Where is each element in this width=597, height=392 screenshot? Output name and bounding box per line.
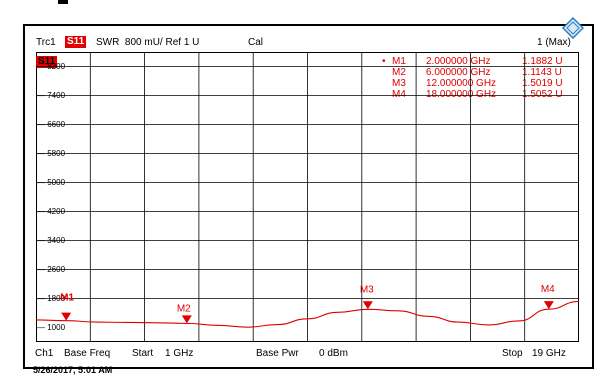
- marker-table-value: 1.1143 U: [522, 67, 562, 78]
- marker-m3-label: M3: [360, 284, 374, 295]
- trace-label[interactable]: Trc1: [36, 37, 56, 48]
- marker-table-name: M3: [392, 78, 406, 89]
- marker-table-value: 1.5052 U: [522, 89, 563, 100]
- marker-table-name: M2: [392, 67, 406, 78]
- start-value: 1 GHz: [165, 348, 194, 359]
- marker-m2-triangle[interactable]: [181, 315, 192, 324]
- trace-format[interactable]: SWR 800 mU/ Ref 1 U: [96, 37, 199, 48]
- logo-icon: [562, 17, 584, 39]
- y-tick-label: — 2600: [37, 264, 66, 274]
- format-label: SWR: [96, 37, 120, 48]
- y-tick-label: — 8200: [37, 61, 66, 71]
- marker-m4-label: M4: [541, 284, 555, 295]
- marker-m1-triangle[interactable]: [61, 312, 72, 321]
- base-pwr-label: Base Pwr: [256, 348, 299, 359]
- scale-label: 800 mU/: [124, 37, 163, 48]
- marker-m2-label: M2: [177, 303, 191, 314]
- y-tick-label: — 7400: [37, 90, 66, 100]
- top-mark: [58, 0, 68, 4]
- analyzer-screen: [23, 24, 594, 369]
- marker-table-freq: 6.000000 GHz: [426, 67, 491, 78]
- trace-s11-line: [35, 300, 580, 328]
- y-tick-label: — 1800: [37, 293, 66, 303]
- top-strip: [0, 0, 597, 8]
- trace-max-label: 1 (Max): [537, 37, 571, 48]
- marker-table-value: 1.5019 U: [522, 78, 563, 89]
- y-tick-label: — 4200: [37, 206, 66, 216]
- stop-label: Stop: [502, 348, 523, 359]
- y-tick-label: — 1000: [37, 322, 66, 332]
- start-label: Start: [132, 348, 154, 359]
- marker-table-freq: 18.000000 GHz: [426, 89, 497, 100]
- base-freq-label: Base Freq: [64, 348, 111, 359]
- marker-table-freq: 12.000000 GHz: [426, 78, 497, 89]
- channel-label: Ch1: [35, 348, 54, 359]
- stop-value: 19 GHz: [532, 348, 566, 359]
- marker-m1-label: M1: [60, 293, 74, 304]
- y-tick-label: — 6600: [37, 119, 66, 129]
- y-tick-label: — 5000: [37, 177, 66, 187]
- cal-label: Cal: [248, 37, 264, 48]
- marker-m4-triangle[interactable]: [543, 301, 554, 310]
- marker-table-value: 1.1882 U: [522, 56, 563, 67]
- marker-table-freq: 2.000000 GHz: [426, 56, 491, 67]
- y-tick-label: — 3400: [37, 235, 66, 245]
- marker-table-active: •: [382, 56, 386, 67]
- marker-table-name: M4: [392, 89, 406, 100]
- y-tick-label: — 5800: [37, 148, 66, 158]
- marker-m3-triangle[interactable]: [362, 301, 373, 310]
- param-tag[interactable]: S11: [65, 36, 87, 48]
- ref-label: Ref 1 U: [165, 37, 200, 48]
- marker-table-name: M1: [392, 56, 406, 67]
- pwr-value: 0 dBm: [319, 348, 348, 359]
- timestamp: 5/26/2017, 5:01 AM: [33, 365, 113, 375]
- trace-s11-label[interactable]: S11: [36, 56, 58, 68]
